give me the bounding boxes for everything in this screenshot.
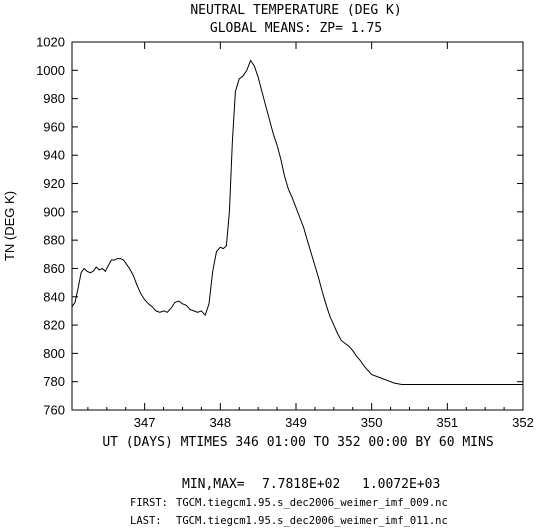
x-axis-ticks: 347 348 349 350 351 352 bbox=[87, 42, 534, 430]
y-axis-ticks: 760 780 800 820 840 860 880 900 920 940 960 980 1000… bbox=[36, 35, 523, 418]
y-tick-label: 880 bbox=[43, 233, 65, 248]
x-tick-label: 348 bbox=[209, 415, 231, 430]
y-tick-label: 800 bbox=[43, 346, 65, 361]
x-axis-label: UT (DAYS) MTIMES 346 01:00 TO 352 00:00 … bbox=[102, 435, 493, 450]
y-axis-label: TN (DEG K) bbox=[2, 191, 17, 261]
last-file-name: TGCM.tiegcm1.95.s_dec2006_weimer_imf_011… bbox=[176, 515, 448, 527]
x-tick-label: 349 bbox=[285, 415, 307, 430]
y-tick-label: 940 bbox=[43, 148, 65, 163]
last-file-label: LAST: bbox=[130, 515, 162, 527]
y-tick-label: 860 bbox=[43, 261, 65, 276]
y-tick-label: 1020 bbox=[36, 35, 65, 50]
first-file-name: TGCM.tiegcm1.95.s_dec2006_weimer_imf_009… bbox=[176, 497, 448, 509]
first-file-label: FIRST: bbox=[130, 497, 168, 509]
y-tick-label: 900 bbox=[43, 204, 65, 219]
max-value: 1.0072E+03 bbox=[362, 477, 440, 492]
x-tick-label: 352 bbox=[512, 415, 534, 430]
x-tick-label: 350 bbox=[361, 415, 383, 430]
y-tick-label: 1000 bbox=[36, 63, 65, 78]
series-line bbox=[71, 59, 523, 385]
y-tick-label: 920 bbox=[43, 176, 65, 191]
x-tick-label: 347 bbox=[134, 415, 156, 430]
min-value: 7.7818E+02 bbox=[262, 477, 340, 492]
chart-subtitle: GLOBAL MEANS: ZP= 1.75 bbox=[210, 21, 382, 36]
y-tick-label: 820 bbox=[43, 318, 65, 333]
y-tick-label: 980 bbox=[43, 91, 65, 106]
x-tick-label: 351 bbox=[436, 415, 458, 430]
y-tick-label: 780 bbox=[43, 374, 65, 389]
y-tick-label: 760 bbox=[43, 403, 65, 418]
minmax-label: MIN,MAX= bbox=[182, 477, 245, 492]
y-tick-label: 840 bbox=[43, 289, 65, 304]
chart-title: NEUTRAL TEMPERATURE (DEG K) bbox=[190, 3, 401, 18]
y-tick-label: 960 bbox=[43, 119, 65, 134]
plot-frame bbox=[71, 41, 524, 411]
